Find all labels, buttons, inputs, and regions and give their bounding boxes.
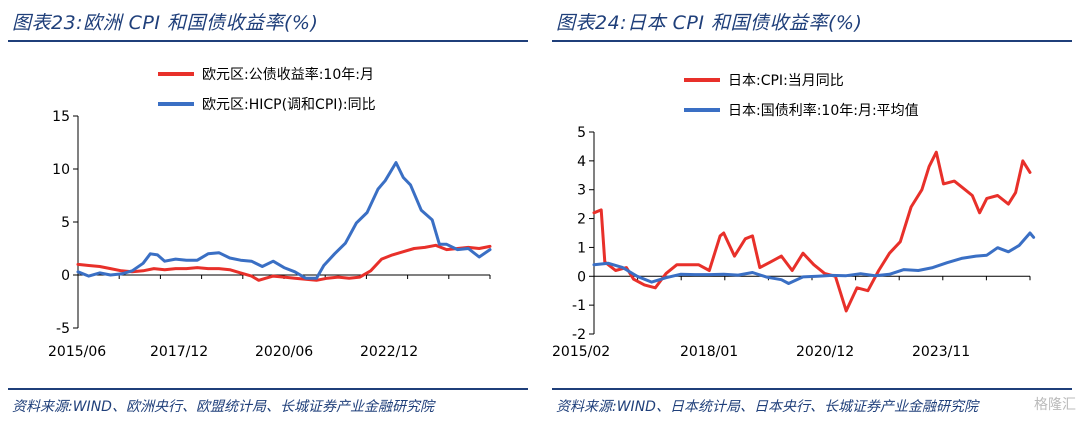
y-tick-label: 3 [577,183,586,199]
legend-label: 欧元区:公债收益率:10年:月 [202,66,374,83]
y-tick-label: -1 [572,298,586,314]
y-tick-label: 15 [52,109,70,125]
series-line [592,150,1032,313]
y-tick-label: 0 [577,269,586,285]
watermark: 格隆汇 [1034,397,1076,413]
chart-panel-japan: 图表24:日本 CPI 和国债收益率(%) -2 -1 0 1 2 3 4 5 2015/02 2… [552,0,1077,422]
japan-cpi-yield-chart: -2 -1 0 1 2 3 4 5 2015/02 2018/01 2020/12 2023/11 日本… [552,73,1036,360]
figure-title: 图表24:日本 CPI 和国债收益率(%) [556,12,863,34]
y-tick-label: 5 [577,125,586,141]
y-tick-label: 1 [577,240,586,256]
y-tick-label: 10 [52,162,70,178]
legend-label: 日本:CPI:当月同比 [728,73,844,89]
x-tick-label: 2015/06 [48,344,106,360]
y-tick-label: 5 [61,215,70,231]
source-divider [8,388,528,390]
y-tick-label: -2 [572,327,586,343]
figure-source: 资料来源:WIND、日本统计局、日本央行、长城证券产业金融研究院 [556,399,978,415]
x-tick-label: 2023/11 [912,344,970,360]
legend-label: 欧元区:HICP(调和CPI):同比 [202,97,376,113]
title-divider [8,40,528,42]
title-divider [552,40,1072,42]
series-line [76,243,492,282]
y-tick-label: 0 [61,268,70,284]
figure-source: 资料来源:WIND、欧洲央行、欧盟统计局、长城证券产业金融研究院 [12,399,434,415]
x-tick-label: 2015/02 [552,344,610,360]
source-divider [552,388,1072,390]
x-tick-label: 2018/01 [680,344,738,360]
chart-panel-europe: 图表23:欧洲 CPI 和国债收益率(%) -5 0 5 10 15 2015/06 201… [8,0,533,422]
legend-label: 日本:国债利率:10年:月:平均值 [728,102,919,119]
y-tick-label: -5 [56,321,70,337]
x-tick-label: 2020/12 [796,344,854,360]
y-tick-label: 4 [577,154,586,170]
x-tick-label: 2017/12 [150,344,208,360]
series-line [76,161,492,280]
europe-cpi-yield-chart: -5 0 5 10 15 2015/06 2017/12 2020/06 2022/12 欧元区:… [48,66,492,360]
series-line [592,231,1036,285]
figure-title: 图表23:欧洲 CPI 和国债收益率(%) [12,12,319,34]
x-tick-label: 2022/12 [360,344,418,360]
x-tick-label: 2020/06 [255,344,313,360]
y-tick-label: 2 [577,212,586,228]
